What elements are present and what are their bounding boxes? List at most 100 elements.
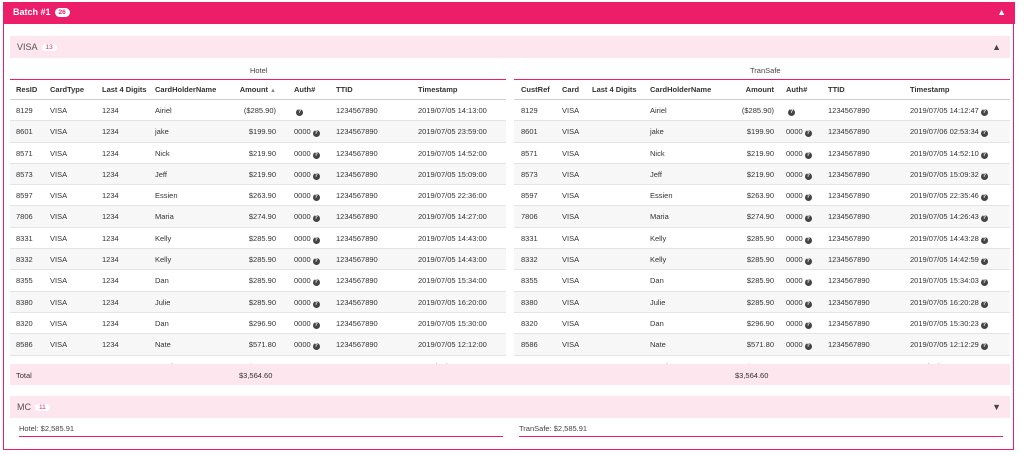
hotel-cell-value: 0000 xyxy=(294,255,311,265)
hotel-cell: 0000? xyxy=(294,234,320,244)
question-circle-icon[interactable]: ? xyxy=(980,258,988,266)
question-circle-icon[interactable]: ? xyxy=(980,279,988,287)
total-label: Total xyxy=(16,371,32,380)
question-circle-icon[interactable]: ? xyxy=(804,236,812,244)
question-circle-icon[interactable]: ? xyxy=(804,151,812,159)
transafe-cell-value: 8332 xyxy=(521,255,538,265)
question-circle-icon[interactable]: ? xyxy=(804,215,812,223)
question-circle-icon[interactable]: ? xyxy=(980,130,988,138)
sort-asc-icon[interactable]: ▲ xyxy=(270,88,276,94)
question-circle-icon[interactable]: ? xyxy=(804,194,812,202)
hotel-header-cell[interactable]: CardType xyxy=(50,85,84,94)
transafe-header-cell[interactable]: Card xyxy=(562,85,579,94)
visa-section-header[interactable]: VISA 13 ▲ xyxy=(10,36,1010,58)
question-circle-icon[interactable]: ? xyxy=(980,300,988,308)
hotel-cell: $571.80 xyxy=(224,340,276,349)
transafe-header-cell[interactable]: Timestamp xyxy=(910,85,949,94)
mc-count-badge: 11 xyxy=(35,404,50,411)
question-circle-icon[interactable]: ? xyxy=(312,194,320,202)
transafe-cell-value: 1234567890 xyxy=(828,191,870,201)
question-circle-icon[interactable]: ? xyxy=(312,215,320,223)
transafe-header-cell[interactable]: CustRef xyxy=(521,85,550,94)
hotel-header-cell[interactable]: CardHolderName xyxy=(155,85,216,94)
chevron-up-icon[interactable]: ▲ xyxy=(997,7,1006,17)
transafe-cell-value: VISA xyxy=(562,127,580,137)
question-circle-icon[interactable]: ? xyxy=(804,130,812,138)
hotel-cell: Jeff xyxy=(155,170,167,179)
mc-section-header[interactable]: MC 11 ▼ xyxy=(10,396,1010,418)
table-row: 8601 VISA jake $199.90 0000? 1234567890 2019/0… xyxy=(514,121,1010,143)
chevron-up-icon[interactable]: ▲ xyxy=(992,42,1001,52)
hotel-cell-value: VISA xyxy=(50,255,68,265)
transafe-cell: $263.90 xyxy=(722,191,774,200)
question-circle-icon[interactable]: ? xyxy=(312,172,320,180)
question-circle-icon[interactable]: ? xyxy=(980,172,988,180)
transafe-cell: 0000? xyxy=(786,149,812,159)
transafe-cell-value: Nick xyxy=(650,148,665,158)
question-circle-icon[interactable]: ? xyxy=(980,321,988,329)
question-circle-icon[interactable]: ? xyxy=(804,321,812,329)
question-circle-icon[interactable]: ? xyxy=(804,258,812,266)
transafe-header-cell[interactable]: Amount xyxy=(722,85,774,94)
question-circle-icon[interactable]: ? xyxy=(296,109,303,116)
transafe-cell: Dan xyxy=(650,276,664,285)
hotel-cell: Essien xyxy=(155,191,178,200)
hotel-cell: Dan xyxy=(155,319,169,328)
hotel-cell: 8129 xyxy=(16,106,33,115)
question-circle-icon[interactable]: ? xyxy=(980,151,988,159)
question-circle-icon[interactable]: ? xyxy=(804,300,812,308)
transafe-header-cell[interactable]: Last 4 Digits xyxy=(592,85,637,94)
question-circle-icon[interactable]: ? xyxy=(980,215,988,223)
question-circle-icon[interactable]: ? xyxy=(788,109,795,116)
hotel-cell: 2019/07/05 22:36:00 xyxy=(418,191,487,200)
transafe-cell-value: 2019/07/06 02:53:34 xyxy=(910,127,979,137)
hotel-header-cell[interactable]: ResID xyxy=(16,85,37,94)
hotel-cell-value: Julie xyxy=(155,297,171,307)
question-circle-icon[interactable]: ? xyxy=(312,151,320,159)
question-circle-icon[interactable]: ? xyxy=(980,343,988,351)
table-row: 8355 VISA Dan $285.90 0000? 1234567890 2019/07… xyxy=(514,270,1010,292)
question-circle-icon[interactable]: ? xyxy=(312,236,320,244)
hotel-header-cell[interactable]: Amount ▲ xyxy=(224,85,276,94)
question-circle-icon[interactable]: ? xyxy=(312,279,320,287)
hotel-cell-value: 8332 xyxy=(16,255,33,265)
batch-header[interactable]: Batch #1 26 ▲ xyxy=(4,2,1015,24)
hotel-header-cell[interactable]: Timestamp xyxy=(418,85,457,94)
hotel-header-label: Last 4 Digits xyxy=(102,85,147,94)
question-circle-icon[interactable]: ? xyxy=(312,300,320,308)
question-circle-icon[interactable]: ? xyxy=(980,109,988,116)
hotel-cell: 1234 xyxy=(102,298,119,307)
transafe-cell-value: 8597 xyxy=(521,191,538,201)
hotel-header-cell[interactable]: Auth# xyxy=(294,85,315,94)
question-circle-icon[interactable]: ? xyxy=(312,343,320,351)
transafe-cell-value: 1234567890 xyxy=(828,106,870,115)
transafe-cell-value: 1234567890 xyxy=(828,297,870,307)
hotel-cell: 2019/07/05 14:43:00 xyxy=(418,255,487,264)
hotel-cell-value: 2019/07/05 15:34:00 xyxy=(418,276,487,286)
question-circle-icon[interactable]: ? xyxy=(980,236,988,244)
transafe-cell: 2019/07/05 14:43:28? xyxy=(910,234,988,244)
chevron-down-icon[interactable]: ▼ xyxy=(992,402,1001,412)
transafe-cell: VISA xyxy=(562,340,579,349)
hotel-header-cell[interactable]: TTID xyxy=(336,85,353,94)
transafe-header-cell[interactable]: Auth# xyxy=(786,85,807,94)
hotel-cell-value: 0000 xyxy=(294,297,311,307)
hotel-cell: 0000? xyxy=(294,149,320,159)
transafe-header-cell[interactable]: TTID xyxy=(828,85,845,94)
transafe-cell: 1234567890 xyxy=(828,298,870,307)
question-circle-icon[interactable]: ? xyxy=(312,321,320,329)
hotel-cell-value: 1234 xyxy=(102,212,119,222)
question-circle-icon[interactable]: ? xyxy=(312,258,320,266)
question-circle-icon[interactable]: ? xyxy=(804,172,812,180)
question-circle-icon[interactable]: ? xyxy=(980,194,988,202)
hotel-cell-value: $285.90 xyxy=(248,276,276,286)
question-circle-icon[interactable]: ? xyxy=(804,343,812,351)
question-circle-icon[interactable]: ? xyxy=(312,130,320,138)
transafe-header-cell[interactable]: CardHolderName xyxy=(650,85,711,94)
question-circle-icon[interactable]: ? xyxy=(804,279,812,287)
batch-count-badge: 26 xyxy=(54,8,70,17)
hotel-cell: VISA xyxy=(50,149,67,158)
hotel-header-cell[interactable]: Last 4 Digits xyxy=(102,85,147,94)
hotel-cell-value: 1234 xyxy=(102,318,119,328)
transafe-cell-value: 8573 xyxy=(521,169,538,179)
